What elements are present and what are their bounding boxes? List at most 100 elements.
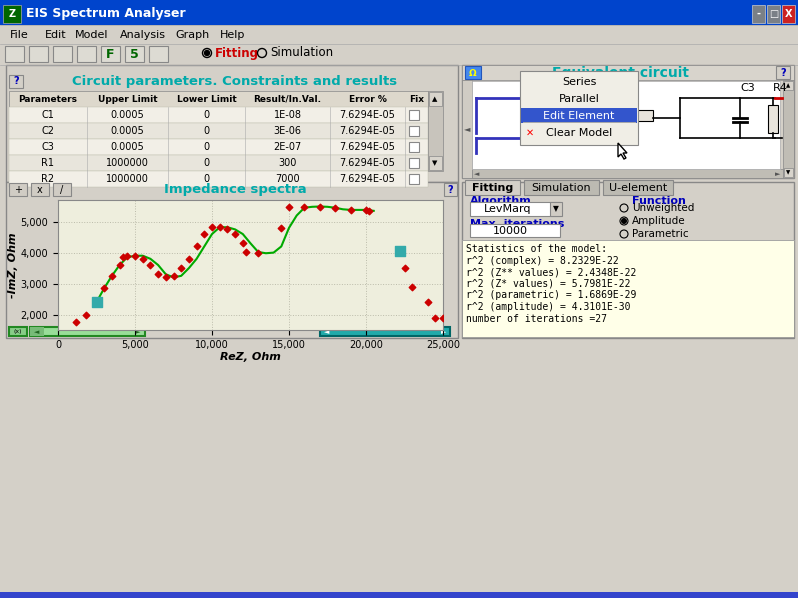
Point [398, 263, 411, 273]
Text: EIS Spectrum Analyser: EIS Spectrum Analyser [26, 8, 186, 20]
Bar [6, 65, 458, 182]
Text: 7.6294E-05: 7.6294E-05 [340, 158, 396, 168]
Bar [9, 139, 428, 155]
FancyBboxPatch shape [53, 183, 71, 196]
FancyBboxPatch shape [101, 46, 120, 62]
Text: Model: Model [75, 30, 109, 40]
Bar [9, 123, 428, 139]
Point [282, 202, 295, 212]
FancyBboxPatch shape [9, 183, 27, 196]
Text: Series: Series [562, 77, 596, 87]
Point [90, 297, 103, 307]
Text: U-element: U-element [609, 183, 667, 193]
Text: Function: Function [632, 196, 685, 206]
FancyBboxPatch shape [524, 180, 599, 195]
Text: Fitting: Fitting [215, 47, 259, 59]
Text: 7000: 7000 [275, 174, 300, 184]
FancyBboxPatch shape [409, 158, 419, 168]
Text: 7.6294E-05: 7.6294E-05 [340, 142, 396, 152]
Point [117, 252, 129, 262]
Point [213, 222, 226, 232]
Point [113, 260, 126, 270]
FancyBboxPatch shape [409, 110, 419, 120]
Text: Impedance spectra: Impedance spectra [164, 184, 306, 197]
FancyBboxPatch shape [444, 183, 457, 196]
Bar [462, 65, 794, 80]
FancyBboxPatch shape [470, 224, 560, 237]
Bar [558, 110, 653, 121]
Text: 1E-08: 1E-08 [274, 110, 302, 120]
Point [363, 206, 376, 216]
Bar [428, 91, 443, 171]
Text: Error %: Error % [349, 94, 386, 103]
Text: Unweighted: Unweighted [632, 203, 694, 213]
Point [70, 318, 83, 327]
Text: 1000000: 1000000 [106, 158, 149, 168]
Text: ▲: ▲ [786, 84, 790, 89]
Bar [30, 327, 44, 336]
Text: 0.0005: 0.0005 [111, 142, 144, 152]
Text: Help: Help [220, 30, 245, 40]
FancyBboxPatch shape [429, 92, 442, 106]
Text: (x): (x) [14, 329, 22, 334]
Y-axis label: -ImZ, Ohm: -ImZ, Ohm [8, 232, 18, 298]
Point [183, 254, 196, 264]
Bar [0, 0, 798, 25]
Bar [6, 182, 458, 338]
Point [121, 251, 134, 261]
Text: Edit: Edit [45, 30, 66, 40]
Bar [752, 5, 765, 23]
Text: Ω: Ω [469, 69, 477, 78]
Point [236, 239, 249, 248]
Text: +: + [14, 185, 22, 195]
FancyBboxPatch shape [465, 180, 520, 195]
Text: Lower Limit: Lower Limit [176, 94, 236, 103]
Text: C3: C3 [741, 83, 756, 93]
Point [393, 246, 406, 256]
Text: ✕: ✕ [526, 128, 534, 138]
Point [329, 203, 342, 212]
Text: C2: C2 [41, 126, 54, 136]
Point [239, 247, 252, 257]
Text: 0: 0 [203, 174, 210, 184]
Point [198, 229, 211, 239]
Text: ►: ► [776, 171, 780, 177]
Text: LevMarq: LevMarq [484, 204, 531, 214]
FancyBboxPatch shape [409, 126, 419, 136]
Text: C3: C3 [41, 142, 54, 152]
Bar [9, 91, 428, 107]
Point [90, 297, 103, 307]
Text: ►: ► [441, 329, 447, 335]
Text: Parallel: Parallel [559, 94, 599, 104]
Text: Simulation: Simulation [531, 183, 591, 193]
Point [275, 223, 288, 233]
Text: Graph: Graph [175, 30, 209, 40]
Point [98, 283, 111, 293]
Text: Edit Element: Edit Element [543, 111, 614, 121]
Text: ►: ► [136, 329, 140, 335]
Bar [472, 81, 780, 169]
Text: ◄: ◄ [324, 329, 330, 335]
Text: 0: 0 [203, 158, 210, 168]
FancyBboxPatch shape [465, 66, 481, 79]
Text: ?: ? [780, 68, 786, 78]
Point [314, 202, 326, 211]
Text: ◄: ◄ [474, 171, 480, 177]
Text: ?: ? [447, 185, 452, 195]
Text: X: X [784, 9, 792, 19]
Text: File: File [10, 30, 29, 40]
FancyBboxPatch shape [429, 156, 442, 170]
FancyBboxPatch shape [29, 46, 48, 62]
Point [128, 251, 141, 261]
FancyBboxPatch shape [470, 202, 560, 216]
Point [190, 242, 203, 251]
Text: ▲: ▲ [433, 96, 437, 102]
Text: Analysis: Analysis [120, 30, 166, 40]
Text: 5: 5 [130, 47, 139, 60]
Text: ◄: ◄ [464, 124, 470, 133]
Point [160, 273, 172, 282]
Text: Parameters: Parameters [18, 94, 77, 103]
Text: Max. iterations: Max. iterations [470, 219, 564, 229]
Bar [0, 25, 798, 44]
Text: R2: R2 [598, 111, 612, 121]
